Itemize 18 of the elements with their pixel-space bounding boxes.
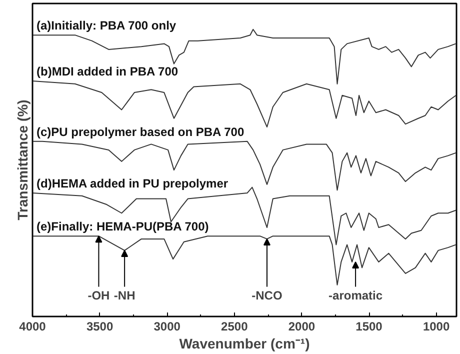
series-label: (a)Initially: PBA 700 only (36, 18, 176, 33)
annotation: -aromatic (328, 288, 383, 302)
x-tick-label: 3000 (154, 320, 181, 334)
series-label: (e)Finally: HEMA-PU(PBA 700) (36, 220, 209, 234)
series-label: (c)PU prepolymer based on PBA 700 (36, 124, 244, 139)
x-tick-label: 1000 (422, 320, 450, 334)
x-tick-label: 1500 (356, 320, 383, 334)
x-tick-label: 2500 (221, 320, 248, 334)
y-axis-title: Transmittance (%) (14, 100, 30, 220)
x-tick-label: 2000 (288, 320, 316, 334)
x-tick-label: 4000 (19, 320, 46, 334)
annotation: -OH (88, 288, 110, 302)
x-tick-label: 3500 (86, 320, 114, 334)
annotation: -NH (114, 288, 136, 302)
annotation: -NCO (252, 288, 282, 302)
x-axis-title: Wavenumber (cm⁻¹) (179, 336, 310, 352)
series-label: (d)HEMA added in PU prepolymer (36, 176, 228, 191)
series-label: (b)MDI added in PBA 700 (36, 64, 178, 79)
